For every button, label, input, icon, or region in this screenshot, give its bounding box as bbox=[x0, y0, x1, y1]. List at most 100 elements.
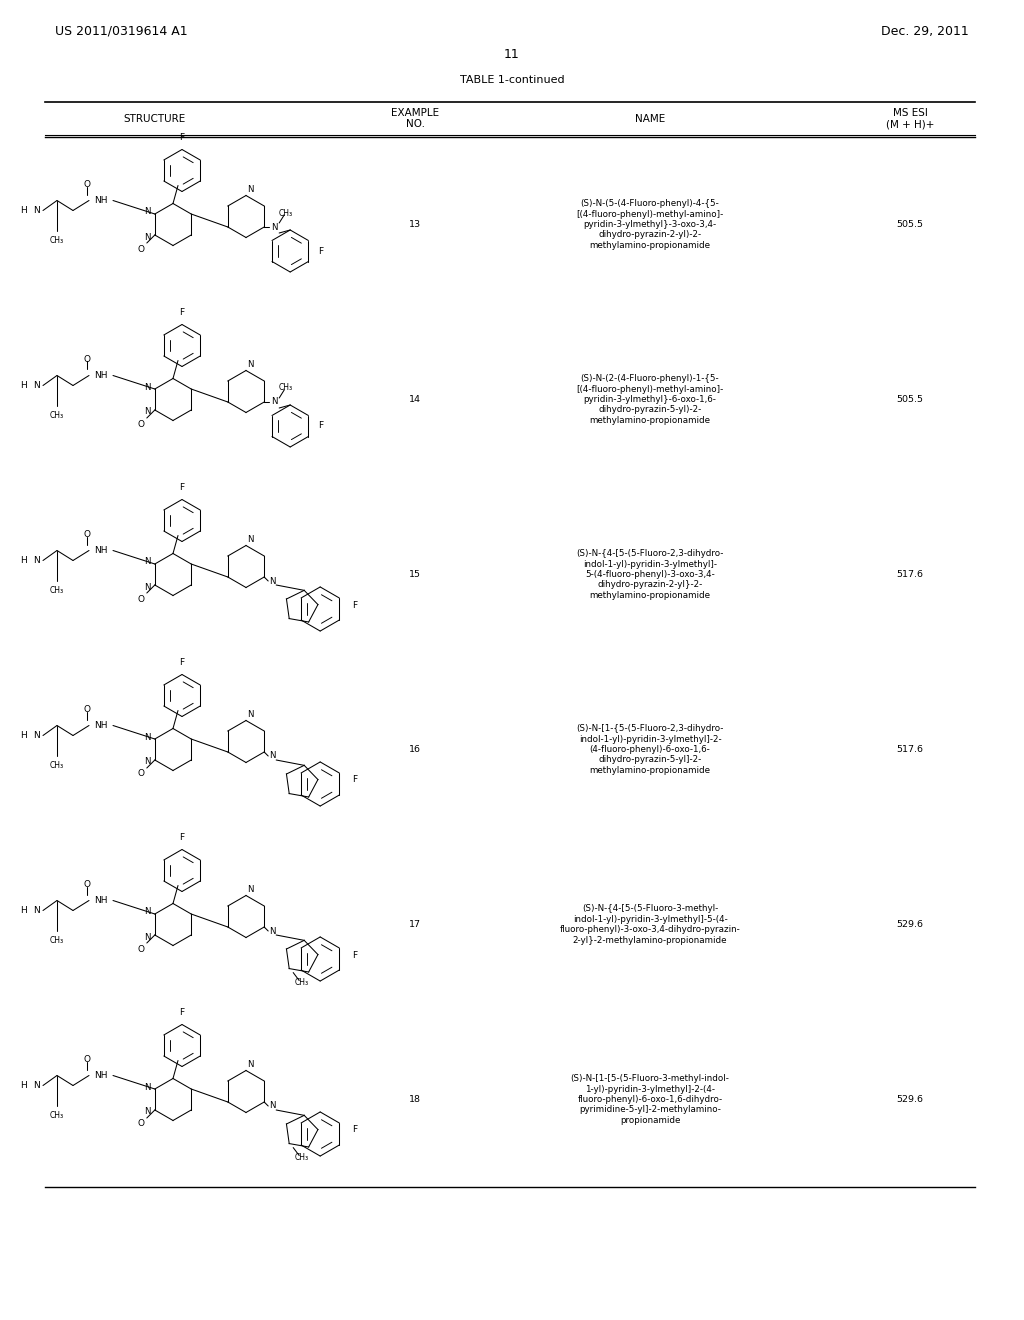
Text: NH: NH bbox=[94, 721, 108, 730]
Text: MS ESI
(M + H)+: MS ESI (M + H)+ bbox=[886, 108, 934, 129]
Text: N: N bbox=[247, 535, 253, 544]
Text: STRUCTURE: STRUCTURE bbox=[124, 114, 186, 124]
Text: 529.6: 529.6 bbox=[896, 1096, 924, 1104]
Text: H: H bbox=[19, 1081, 27, 1090]
Text: N: N bbox=[144, 207, 152, 216]
Text: N: N bbox=[33, 206, 39, 215]
Text: H: H bbox=[19, 906, 27, 915]
Text: F: F bbox=[179, 833, 184, 842]
Text: TABLE 1-continued: TABLE 1-continued bbox=[460, 75, 564, 84]
Text: N: N bbox=[144, 1082, 152, 1092]
Text: N: N bbox=[144, 557, 152, 566]
Text: H: H bbox=[19, 731, 27, 741]
Text: F: F bbox=[318, 421, 324, 430]
Text: (S)-N-{4-[5-(5-Fluoro-2,3-dihydro-
indol-1-yl)-pyridin-3-ylmethyl]-
5-(4-fluoro-: (S)-N-{4-[5-(5-Fluoro-2,3-dihydro- indol… bbox=[577, 549, 724, 599]
Text: CH₃: CH₃ bbox=[50, 411, 65, 420]
Text: O: O bbox=[84, 355, 90, 364]
Text: (S)-N-(5-(4-Fluoro-phenyl)-4-{5-
[(4-fluoro-phenyl)-methyl-amino]-
pyridin-3-ylm: (S)-N-(5-(4-Fluoro-phenyl)-4-{5- [(4-flu… bbox=[577, 199, 724, 249]
Text: F: F bbox=[352, 950, 357, 960]
Text: CH₃: CH₃ bbox=[294, 1154, 308, 1162]
Text: NAME: NAME bbox=[635, 114, 666, 124]
Text: CH₃: CH₃ bbox=[50, 1111, 65, 1119]
Text: N: N bbox=[144, 383, 152, 392]
Text: F: F bbox=[179, 133, 184, 143]
Text: F: F bbox=[179, 483, 184, 492]
Text: (S)-N-(2-(4-Fluoro-phenyl)-1-{5-
[(4-fluoro-phenyl)-methyl-amino]-
pyridin-3-ylm: (S)-N-(2-(4-Fluoro-phenyl)-1-{5- [(4-flu… bbox=[577, 374, 724, 425]
Text: O: O bbox=[84, 705, 90, 714]
Text: N: N bbox=[269, 751, 275, 760]
Text: CH₃: CH₃ bbox=[280, 209, 293, 218]
Text: 529.6: 529.6 bbox=[896, 920, 924, 929]
Text: N: N bbox=[144, 1107, 152, 1117]
Text: F: F bbox=[179, 657, 184, 667]
Text: N: N bbox=[33, 906, 39, 915]
Text: 517.6: 517.6 bbox=[896, 570, 924, 579]
Text: EXAMPLE
NO.: EXAMPLE NO. bbox=[391, 108, 439, 129]
Text: CH₃: CH₃ bbox=[294, 978, 308, 987]
Text: N: N bbox=[33, 1081, 39, 1090]
Text: N: N bbox=[33, 556, 39, 565]
Text: N: N bbox=[247, 185, 253, 194]
Text: 15: 15 bbox=[409, 570, 421, 579]
Text: NH: NH bbox=[94, 195, 108, 205]
Text: N: N bbox=[247, 360, 253, 370]
Text: CH₃: CH₃ bbox=[50, 762, 65, 770]
Text: CH₃: CH₃ bbox=[50, 936, 65, 945]
Text: 505.5: 505.5 bbox=[896, 395, 924, 404]
Text: NH: NH bbox=[94, 896, 108, 906]
Text: (S)-N-[1-{5-(5-Fluoro-2,3-dihydro-
indol-1-yl)-pyridin-3-ylmethyl]-2-
(4-fluoro-: (S)-N-[1-{5-(5-Fluoro-2,3-dihydro- indol… bbox=[577, 725, 724, 775]
Text: N: N bbox=[144, 932, 152, 941]
Text: N: N bbox=[247, 1060, 253, 1069]
Text: NH: NH bbox=[94, 546, 108, 554]
Text: O: O bbox=[137, 1119, 144, 1129]
Text: 17: 17 bbox=[409, 920, 421, 929]
Text: N: N bbox=[144, 582, 152, 591]
Text: 505.5: 505.5 bbox=[896, 220, 924, 228]
Text: F: F bbox=[352, 601, 357, 610]
Text: N: N bbox=[144, 758, 152, 767]
Text: O: O bbox=[84, 180, 90, 189]
Text: 18: 18 bbox=[409, 1096, 421, 1104]
Text: O: O bbox=[137, 770, 144, 779]
Text: N: N bbox=[269, 577, 275, 586]
Text: CH₃: CH₃ bbox=[280, 384, 293, 392]
Text: N: N bbox=[33, 381, 39, 389]
Text: H: H bbox=[19, 381, 27, 389]
Text: O: O bbox=[137, 594, 144, 603]
Text: H: H bbox=[19, 556, 27, 565]
Text: 13: 13 bbox=[409, 220, 421, 228]
Text: F: F bbox=[179, 1008, 184, 1016]
Text: F: F bbox=[352, 776, 357, 784]
Text: N: N bbox=[271, 223, 278, 231]
Text: O: O bbox=[137, 420, 144, 429]
Text: N: N bbox=[247, 710, 253, 719]
Text: NH: NH bbox=[94, 371, 108, 380]
Text: O: O bbox=[137, 244, 144, 253]
Text: Dec. 29, 2011: Dec. 29, 2011 bbox=[882, 25, 969, 38]
Text: US 2011/0319614 A1: US 2011/0319614 A1 bbox=[55, 25, 187, 38]
Text: 14: 14 bbox=[409, 395, 421, 404]
Text: N: N bbox=[144, 733, 152, 742]
Text: (S)-N-{4-[5-(5-Fluoro-3-methyl-
indol-1-yl)-pyridin-3-ylmethyl]-5-(4-
fluoro-phe: (S)-N-{4-[5-(5-Fluoro-3-methyl- indol-1-… bbox=[560, 904, 740, 945]
Text: F: F bbox=[318, 247, 324, 256]
Text: N: N bbox=[269, 927, 275, 936]
Text: N: N bbox=[269, 1101, 275, 1110]
Text: O: O bbox=[137, 945, 144, 953]
Text: N: N bbox=[144, 408, 152, 417]
Text: N: N bbox=[33, 731, 39, 741]
Text: 517.6: 517.6 bbox=[896, 744, 924, 754]
Text: CH₃: CH₃ bbox=[50, 236, 65, 246]
Text: NH: NH bbox=[94, 1071, 108, 1080]
Text: N: N bbox=[271, 397, 278, 407]
Text: CH₃: CH₃ bbox=[50, 586, 65, 595]
Text: 16: 16 bbox=[409, 744, 421, 754]
Text: O: O bbox=[84, 880, 90, 888]
Text: N: N bbox=[144, 232, 152, 242]
Text: 11: 11 bbox=[504, 48, 520, 61]
Text: O: O bbox=[84, 1055, 90, 1064]
Text: N: N bbox=[144, 908, 152, 916]
Text: O: O bbox=[84, 531, 90, 539]
Text: H: H bbox=[19, 206, 27, 215]
Text: (S)-N-[1-[5-(5-Fluoro-3-methyl-indol-
1-yl)-pyridin-3-ylmethyl]-2-(4-
fluoro-phe: (S)-N-[1-[5-(5-Fluoro-3-methyl-indol- 1-… bbox=[570, 1074, 729, 1125]
Text: F: F bbox=[179, 308, 184, 317]
